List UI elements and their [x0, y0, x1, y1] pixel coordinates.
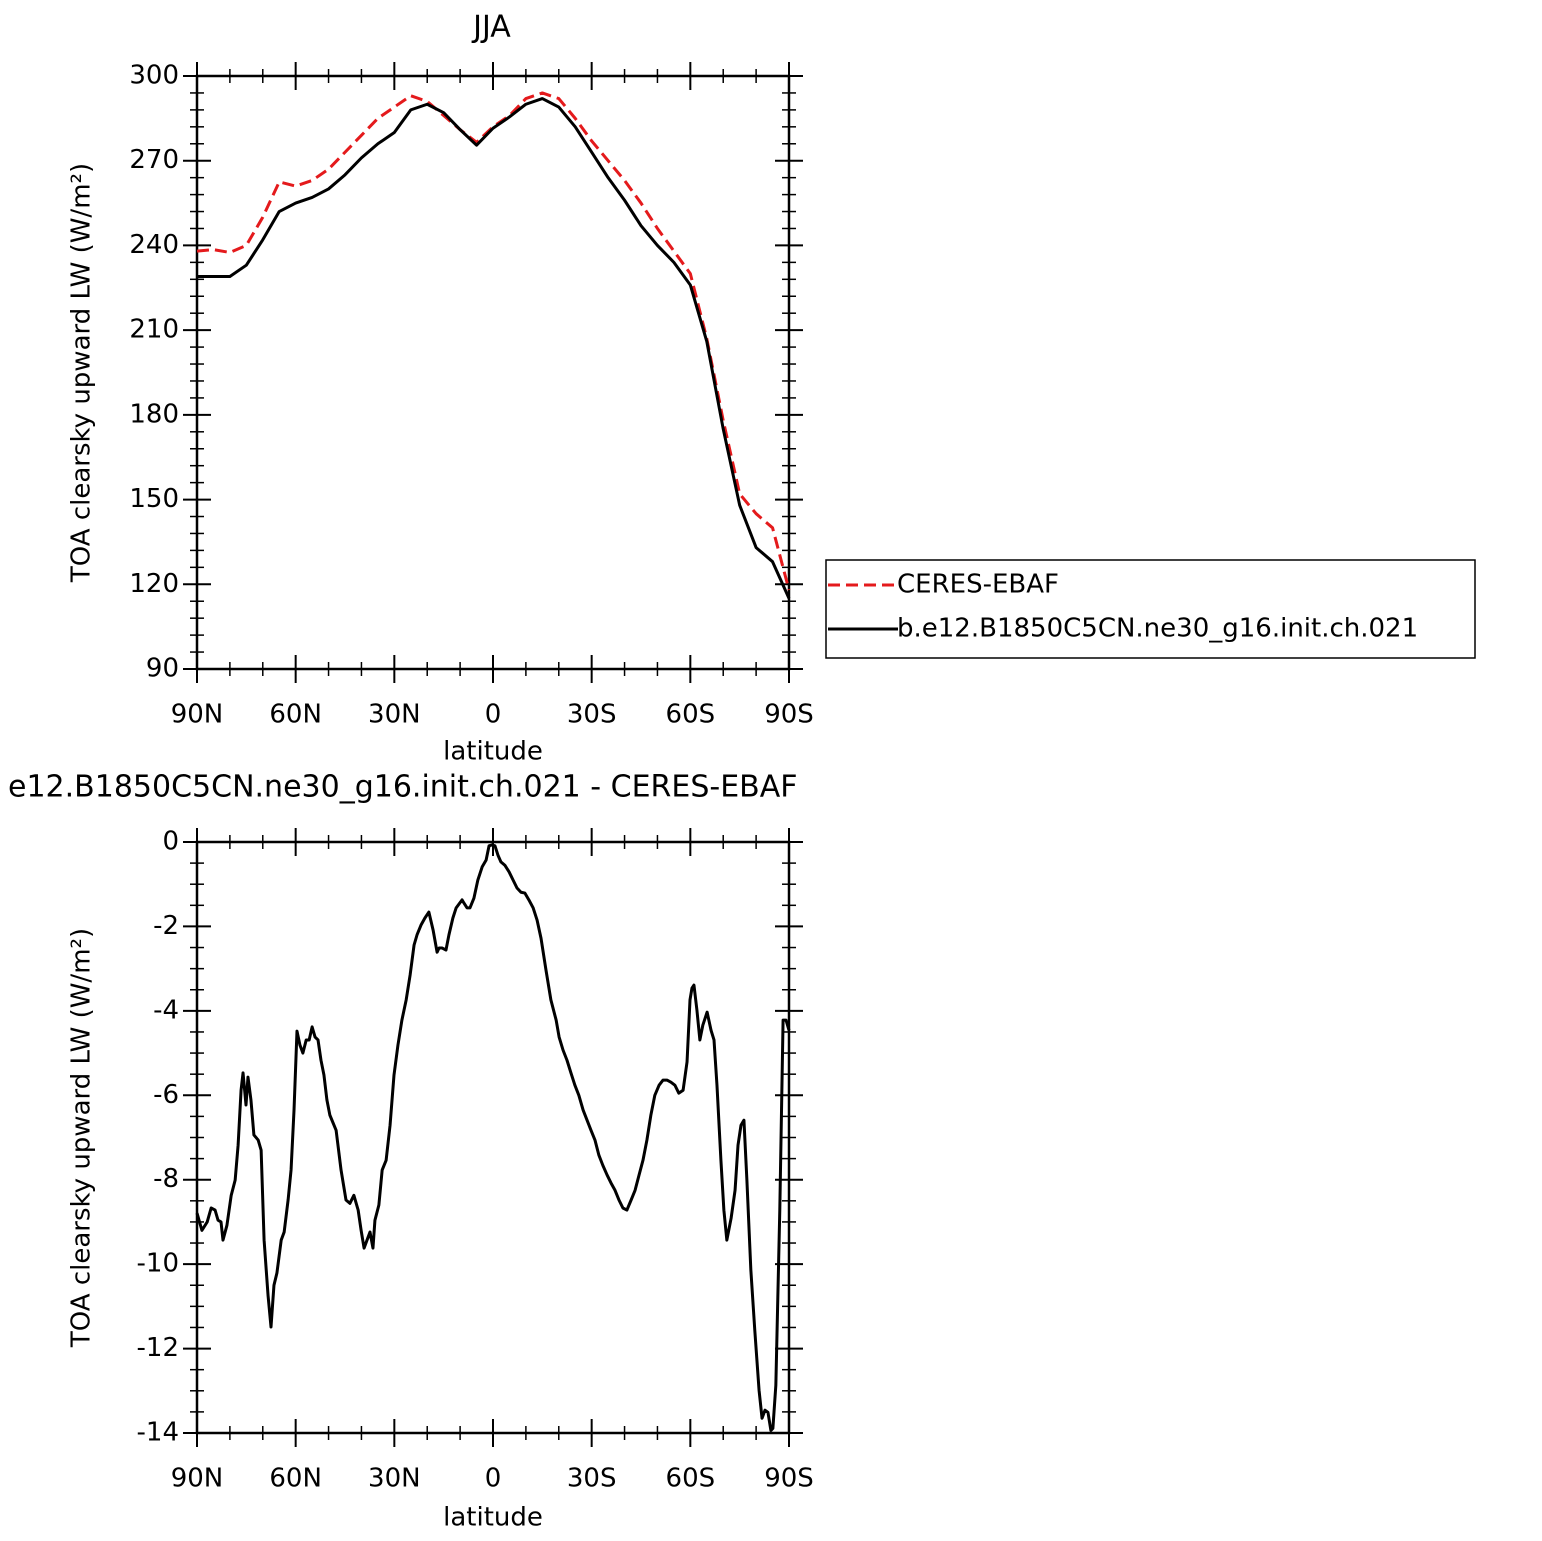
- x-tick-label: 90N: [171, 700, 224, 730]
- data-line: [197, 97, 791, 600]
- data-line: [196, 91, 791, 591]
- y-tick-label: 240: [129, 230, 179, 260]
- y-axis-title: TOA clearsky upward LW (W/m²): [67, 163, 97, 583]
- x-tick-label: 90S: [764, 1464, 814, 1494]
- legend-label: CERES-EBAF: [897, 570, 1059, 600]
- x-tick-label: 60N: [269, 1464, 322, 1494]
- x-tick-label: 30N: [368, 700, 421, 730]
- x-tick-label: 90S: [764, 700, 814, 730]
- y-tick-label: -14: [137, 1418, 179, 1448]
- plot-frame: [195, 840, 791, 1435]
- plot-frame: [195, 74, 791, 671]
- y-tick-label: -2: [153, 911, 179, 941]
- y-tick-label: -10: [137, 1249, 179, 1279]
- data-line: [195, 843, 791, 1432]
- x-tick-label: 30S: [567, 1464, 617, 1494]
- chart-title: e12.B1850C5CN.ne30_g16.init.ch.021 - CER…: [8, 770, 798, 805]
- x-tick-label: 30N: [368, 1464, 421, 1494]
- y-tick-label: -12: [137, 1333, 179, 1363]
- x-tick-label: 60S: [666, 1464, 716, 1494]
- y-tick-label: -8: [153, 1164, 179, 1194]
- x-axis-title: latitude: [443, 1503, 543, 1533]
- y-tick-label: 150: [129, 484, 179, 514]
- x-tick-label: 60N: [269, 700, 322, 730]
- y-tick-label: 180: [129, 399, 179, 429]
- y-tick-label: -6: [153, 1080, 179, 1110]
- y-tick-label: 270: [129, 145, 179, 175]
- y-tick-label: 210: [129, 315, 179, 345]
- x-tick-label: 0: [485, 700, 502, 730]
- y-tick-label: 120: [129, 569, 179, 599]
- legend-label: b.e12.B1850C5CN.ne30_g16.init.ch.021: [897, 614, 1418, 644]
- y-tick-label: -4: [153, 995, 179, 1025]
- y-axis-title: TOA clearsky upward LW (W/m²): [67, 928, 97, 1348]
- x-tick-label: 90N: [171, 1464, 224, 1494]
- y-tick-label: 0: [162, 827, 179, 857]
- x-axis-title: latitude: [443, 737, 543, 767]
- y-tick-label: 300: [129, 61, 179, 91]
- x-tick-label: 60S: [666, 700, 716, 730]
- y-tick-label: 90: [146, 654, 179, 684]
- x-tick-label: 30S: [567, 700, 617, 730]
- legend-box: [825, 559, 1476, 659]
- x-tick-label: 0: [485, 1464, 502, 1494]
- chart-title: JJA: [471, 10, 511, 45]
